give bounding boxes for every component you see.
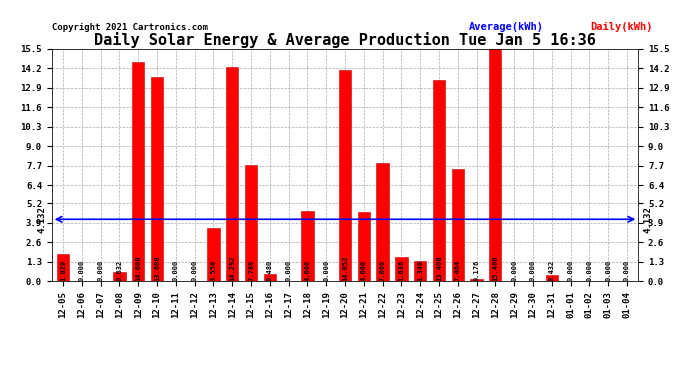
Text: 14.292: 14.292 (229, 255, 235, 281)
Text: 0.000: 0.000 (323, 260, 329, 281)
Text: 13.408: 13.408 (436, 255, 442, 281)
Bar (264, 274, 276, 281)
Text: 1.636: 1.636 (398, 260, 404, 281)
Text: 4.660: 4.660 (304, 260, 310, 281)
Text: 0.000: 0.000 (624, 260, 630, 281)
Text: 7.780: 7.780 (248, 260, 254, 281)
Text: 0.000: 0.000 (286, 260, 292, 281)
Bar (357, 212, 370, 281)
Bar (489, 50, 502, 281)
Text: 0.000: 0.000 (586, 260, 593, 281)
Text: 0.000: 0.000 (511, 260, 518, 281)
Bar (433, 80, 445, 281)
Text: 0.176: 0.176 (473, 260, 480, 281)
Text: 0.000: 0.000 (172, 260, 179, 281)
Text: 7.860: 7.860 (380, 260, 386, 281)
Bar (395, 257, 408, 281)
Bar (245, 165, 257, 281)
Text: 4.132: 4.132 (37, 206, 46, 233)
Bar (132, 62, 144, 281)
Bar (207, 228, 219, 281)
Text: 3.556: 3.556 (210, 260, 217, 281)
Text: Copyright 2021 Cartronics.com: Copyright 2021 Cartronics.com (52, 23, 208, 32)
Bar (226, 67, 238, 281)
Text: 15.460: 15.460 (493, 255, 498, 281)
Text: 0.000: 0.000 (79, 260, 85, 281)
Title: Daily Solar Energy & Average Production Tue Jan 5 16:36: Daily Solar Energy & Average Production … (94, 32, 596, 48)
Bar (113, 272, 126, 281)
Bar (471, 279, 483, 281)
Bar (546, 275, 558, 281)
Text: 13.608: 13.608 (154, 255, 160, 281)
Bar (377, 164, 388, 281)
Text: 4.600: 4.600 (361, 260, 367, 281)
Bar (452, 169, 464, 281)
Text: 0.432: 0.432 (549, 260, 555, 281)
Text: 0.000: 0.000 (192, 260, 197, 281)
Bar (302, 211, 313, 281)
Bar (151, 77, 163, 281)
Text: Average(kWh): Average(kWh) (469, 22, 544, 32)
Text: 0.000: 0.000 (568, 260, 573, 281)
Text: 14.052: 14.052 (342, 255, 348, 281)
Bar (57, 254, 69, 281)
Text: 0.000: 0.000 (605, 260, 611, 281)
Text: 14.608: 14.608 (135, 255, 141, 281)
Text: 0.000: 0.000 (97, 260, 104, 281)
Text: Daily(kWh): Daily(kWh) (590, 22, 653, 32)
Text: 1.820: 1.820 (60, 260, 66, 281)
Bar (339, 70, 351, 281)
Text: 0.632: 0.632 (117, 260, 122, 281)
Bar (414, 261, 426, 281)
Text: 0.480: 0.480 (267, 260, 273, 281)
Text: 7.464: 7.464 (455, 260, 461, 281)
Text: 1.340: 1.340 (417, 260, 423, 281)
Text: 4.132: 4.132 (644, 206, 653, 233)
Text: 0.000: 0.000 (530, 260, 536, 281)
